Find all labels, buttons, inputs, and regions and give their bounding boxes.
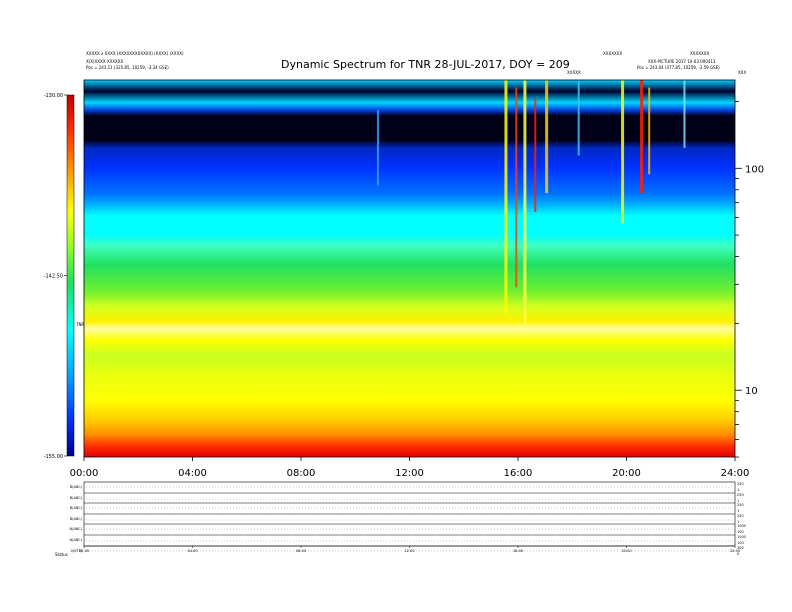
right-axis-extra: XXX bbox=[738, 70, 747, 75]
panel-label: B(ABC) bbox=[70, 496, 83, 500]
panel-right-min: 100 bbox=[737, 530, 744, 534]
panel-right-min: 1 bbox=[737, 488, 739, 492]
panel-label: B(ABC) bbox=[70, 506, 83, 510]
panel-right-max: 1000 bbox=[737, 524, 746, 528]
right-tick-label: 100 bbox=[745, 164, 764, 175]
colorbar-tick-label: -155.00 bbox=[44, 454, 63, 460]
header-right-line-3: Pos = 243.04 (377.85, 10259, -3.59 GSE) bbox=[637, 65, 720, 70]
spectrum-streak bbox=[640, 80, 644, 194]
header-left-line-3: Pos = 243.11 (325.85, 10259, -3.34 GSE) bbox=[86, 65, 169, 70]
panel-label: N(ABC) bbox=[69, 538, 82, 542]
panel-label: B(ABC) bbox=[70, 485, 83, 489]
x-axis-ticks: 00:00 04:00 08:00 12:00 16:00 20:00 24:00 bbox=[70, 457, 750, 479]
panel-right-max: 250 bbox=[737, 514, 744, 518]
lower-panels: B(ABC)2501B(ABC)2501B(ABC)2501B(ABC)2501… bbox=[69, 481, 746, 556]
panel-right-min: 0 bbox=[737, 552, 739, 556]
x-tick-label: 04:00 bbox=[178, 468, 207, 479]
panel-x-tick-label: 04:00 bbox=[187, 549, 197, 553]
spectrum-streak bbox=[515, 87, 518, 288]
spectrum-streak bbox=[545, 80, 549, 194]
spectrogram-features bbox=[376, 80, 686, 326]
x-tick-label: 24:00 bbox=[721, 468, 750, 479]
spectrum-streak bbox=[376, 110, 379, 186]
spectrum-streak bbox=[534, 98, 537, 212]
right-y-axis-ticks: 100 10 bbox=[735, 101, 764, 458]
colorbar-tick-label: -130.00 bbox=[44, 93, 63, 99]
panel-right-min: 1 bbox=[737, 499, 739, 503]
panel-x-tick-label: 00:00 bbox=[79, 549, 89, 553]
colorbar-ticks: -130.00 -142.50 -155.00 bbox=[44, 93, 67, 460]
panel-right-max: 250 bbox=[737, 493, 744, 497]
x-tick-label: 00:00 bbox=[70, 468, 99, 479]
spectrum-streak bbox=[683, 80, 686, 148]
panel-right-min: 1 bbox=[737, 509, 739, 513]
panel-right-max: 250 bbox=[737, 503, 744, 507]
panel-label: V(KTT) bbox=[71, 549, 83, 553]
chart-title: Dynamic Spectrum for TNR 28-JUL-2017, DO… bbox=[281, 58, 570, 71]
panel-right-max: 250 bbox=[737, 482, 744, 486]
panel-right-min: 100 bbox=[737, 541, 744, 545]
panel-x-tick-label: 16:00 bbox=[513, 549, 523, 553]
spectrum-streak bbox=[621, 80, 625, 224]
spectrum-streak bbox=[648, 87, 651, 175]
spectrum-streak bbox=[504, 80, 508, 314]
x-tick-label: 16:00 bbox=[504, 468, 533, 479]
x-tick-label: 20:00 bbox=[612, 468, 641, 479]
panel-x-tick-label: 08:00 bbox=[296, 549, 306, 553]
right-tick-label: 10 bbox=[745, 386, 758, 397]
panel-label: B(ABC) bbox=[70, 517, 83, 521]
header-right-top: XXXXXXX bbox=[690, 51, 710, 56]
x-tick-label: 08:00 bbox=[287, 468, 316, 479]
spectrum-streak bbox=[577, 80, 580, 156]
header-right-line-2: XXX-PICTURE 2017 10-03 000413 bbox=[648, 59, 716, 64]
colorbar-label: TNR bbox=[76, 322, 85, 327]
header-left-line-1: XXXXX x XXXX (XXXXXXXXXXXX) (XXXX) (XXXX… bbox=[86, 51, 184, 56]
footer-status-label: Status bbox=[55, 552, 68, 557]
panel-x-tick-label: 12:00 bbox=[404, 549, 414, 553]
spectrum-streak bbox=[523, 80, 527, 326]
panel-label: N(ABC) bbox=[69, 527, 82, 531]
spectrogram-base bbox=[84, 80, 735, 457]
panel-right-max: 300 bbox=[737, 546, 744, 550]
header-left-line-2: X(X)XXXX XXXXXX bbox=[86, 59, 124, 64]
panel-right-max: 1000 bbox=[737, 535, 746, 539]
x-tick-label: 12:00 bbox=[395, 468, 424, 479]
header-mid-label: XXXXXXX bbox=[603, 51, 623, 56]
panel-right-min: 1 bbox=[737, 520, 739, 524]
colorbar-tick-label: -142.50 bbox=[44, 274, 63, 280]
header-center-label: XXXXX bbox=[567, 70, 581, 75]
colorbar bbox=[66, 94, 75, 457]
panel-x-tick-label: 20:00 bbox=[621, 549, 631, 553]
panel-x-tick-label: 24:00 bbox=[730, 549, 740, 553]
